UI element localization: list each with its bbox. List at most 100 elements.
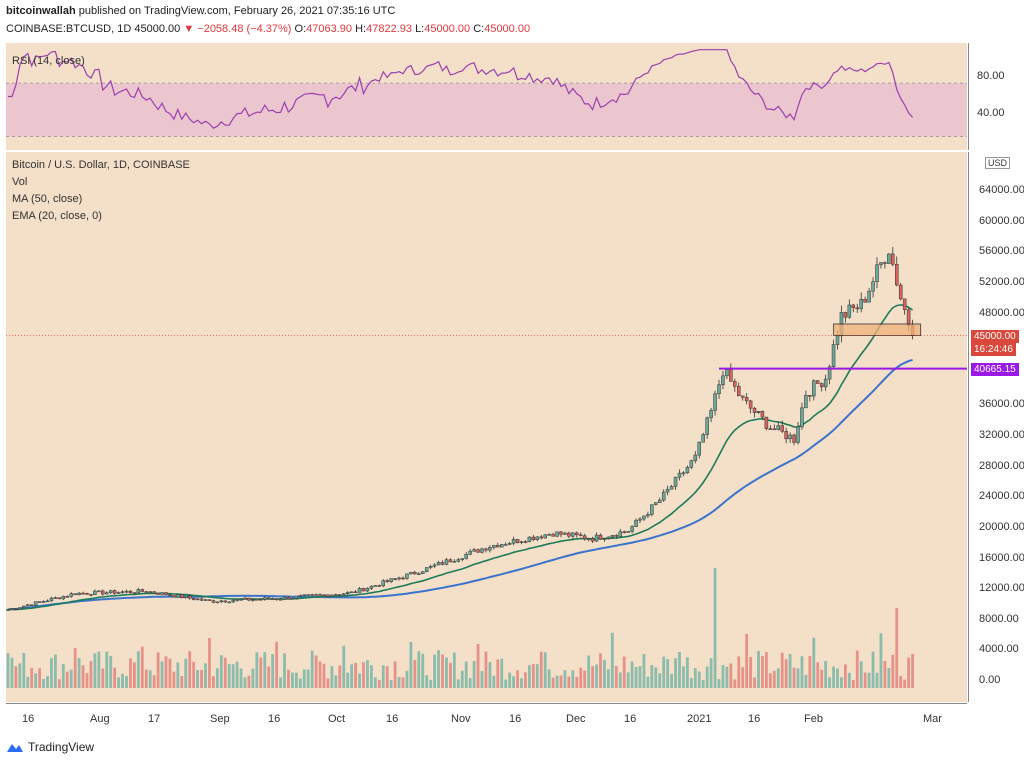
volume-bar: [832, 666, 835, 688]
candle-body: [646, 514, 650, 517]
volume-bar: [607, 669, 610, 688]
candle-body: [45, 600, 50, 603]
volume-bar: [468, 678, 472, 688]
volume-bar: [294, 672, 298, 688]
volume-bar: [484, 651, 488, 688]
volume-bar: [520, 678, 523, 688]
volume-bar: [421, 653, 425, 688]
volume-bar: [184, 658, 188, 688]
currency-badge[interactable]: USD: [985, 157, 1011, 169]
time-tick-label: 16: [22, 713, 35, 725]
candle-body: [752, 407, 757, 413]
price-tick-label: 4000.00: [979, 643, 1019, 656]
volume-bar: [674, 658, 677, 688]
price-axis[interactable]: USD 64000.00 60000.00 56000.00 52000.00 4800…: [968, 152, 1024, 702]
candle-body: [681, 472, 686, 475]
vol-legend: Vol: [12, 176, 28, 188]
candle-body: [330, 594, 334, 597]
candle-body: [69, 593, 73, 597]
volume-bar: [749, 657, 752, 688]
rsi-axis[interactable]: 80.00 40.00: [968, 43, 1024, 150]
candle-body: [180, 594, 184, 599]
candle-body: [575, 532, 579, 536]
volume-bar: [717, 679, 721, 688]
high-label: H:: [355, 23, 367, 35]
volume-bar: [539, 651, 543, 688]
volume-bar: [215, 668, 219, 688]
candle-body: [413, 571, 417, 575]
candle-body: [665, 488, 670, 493]
candle-body: [492, 545, 496, 548]
author-name[interactable]: bitcoinwallah: [6, 5, 76, 17]
rsi-band: [6, 83, 967, 137]
volume-bar: [397, 677, 401, 688]
price-tick-label: 60000.00: [979, 214, 1024, 227]
tradingview-branding[interactable]: TradingView: [6, 740, 94, 754]
volume-bar: [373, 677, 377, 688]
volume-bar: [6, 653, 10, 688]
volume-bar: [113, 667, 117, 688]
volume-bar: [18, 663, 22, 688]
volume-bar: [772, 670, 776, 688]
candle-body: [22, 605, 26, 608]
price-tick-label: 24000.00: [979, 490, 1024, 503]
volume-bar: [693, 668, 697, 688]
volume-bar: [626, 672, 630, 688]
time-tick-label: Feb: [804, 713, 823, 725]
candle-body: [255, 598, 259, 601]
volume-bar: [77, 658, 81, 688]
time-tick-label: 2021: [687, 713, 712, 725]
volume-bar: [413, 659, 417, 688]
volume-bar: [164, 656, 168, 688]
volume-bar: [433, 654, 436, 688]
volume-bar: [871, 651, 875, 688]
candle-body: [563, 532, 567, 535]
volume-bar: [227, 664, 231, 688]
volume-bar: [385, 666, 389, 688]
time-tick-label: 16: [268, 713, 281, 725]
volume-bar: [208, 637, 211, 688]
volume-bar: [314, 655, 318, 688]
candle-body: [152, 591, 156, 594]
candle-body: [144, 591, 148, 593]
volume-bar: [263, 652, 267, 688]
candle-body: [602, 538, 607, 540]
volume-bar: [176, 662, 180, 688]
volume-bar: [318, 661, 322, 688]
volume-bar: [595, 664, 598, 688]
candle-body: [73, 593, 77, 596]
volume-bar: [283, 653, 286, 688]
tradingview-logo-icon: [7, 744, 23, 752]
volume-bar: [271, 654, 275, 688]
volume-bar: [725, 666, 729, 688]
candle-body: [164, 592, 168, 596]
volume-bar: [610, 632, 614, 688]
volume-bar: [879, 633, 883, 688]
price-tick-label: 64000.00: [979, 184, 1024, 196]
volume-bar: [531, 664, 535, 688]
open-value: 47063.90: [306, 23, 353, 35]
volume-bar: [322, 663, 326, 688]
volume-bar: [776, 668, 780, 688]
volume-bar: [326, 678, 330, 688]
candle-body: [598, 534, 603, 540]
volume-bar: [97, 651, 101, 688]
volume-bar: [50, 658, 53, 688]
candle-body: [235, 599, 239, 601]
candle-body: [89, 594, 93, 596]
price-tick-label: 52000.00: [979, 275, 1024, 288]
candle-body: [77, 592, 81, 596]
candle-body: [685, 467, 690, 474]
candle-body: [898, 284, 903, 300]
candle-body: [373, 585, 378, 587]
time-axis[interactable]: 16 Aug 17 Sep 16 Oct 16 Nov 16 Dec 16 2021 16 Feb Mar: [6, 703, 967, 734]
candle-body: [389, 578, 393, 582]
rsi-pane[interactable]: [6, 43, 967, 150]
volume-bar: [89, 661, 93, 688]
candle-body: [788, 434, 792, 440]
volume-bar: [405, 670, 409, 688]
price-pane[interactable]: [6, 152, 967, 702]
volume-bar: [452, 652, 456, 688]
volume-bar: [377, 679, 381, 688]
volume-bar: [851, 679, 855, 688]
